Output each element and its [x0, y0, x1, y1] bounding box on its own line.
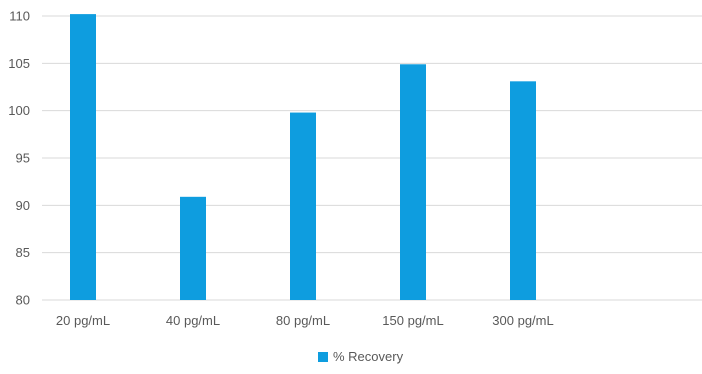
x-category-label: 20 pg/mL: [56, 313, 110, 328]
x-category-label: 40 pg/mL: [166, 313, 220, 328]
legend-label: % Recovery: [333, 349, 404, 364]
bar-20-pg-ml: [70, 14, 96, 301]
x-category-label: 150 pg/mL: [382, 313, 443, 328]
bar-40-pg-ml: [180, 196, 206, 300]
bar-150-pg-ml: [400, 64, 426, 300]
y-tick-label: 110: [9, 9, 30, 24]
y-tick-label: 85: [16, 245, 30, 260]
y-tick-label: 105: [8, 56, 30, 71]
x-category-label: 80 pg/mL: [276, 313, 330, 328]
y-tick-label: 90: [16, 198, 30, 213]
x-category-label: 300 pg/mL: [492, 313, 553, 328]
y-tick-label: 95: [16, 151, 30, 166]
x-axis-categories: 20 pg/mL 40 pg/mL 80 pg/mL 150 pg/mL 300 pg/…: [56, 313, 554, 328]
bar-300-pg-ml: [510, 81, 536, 300]
legend: % Recovery: [318, 349, 404, 364]
y-tick-label: 100: [8, 103, 30, 118]
bars: [70, 14, 536, 301]
y-tick-label: 80: [16, 293, 30, 308]
y-axis-ticks: 80 85 90 95 100 105 110: [8, 9, 30, 308]
gridlines: [42, 15, 702, 301]
bar-80-pg-ml: [290, 112, 316, 300]
legend-swatch: [318, 352, 328, 362]
